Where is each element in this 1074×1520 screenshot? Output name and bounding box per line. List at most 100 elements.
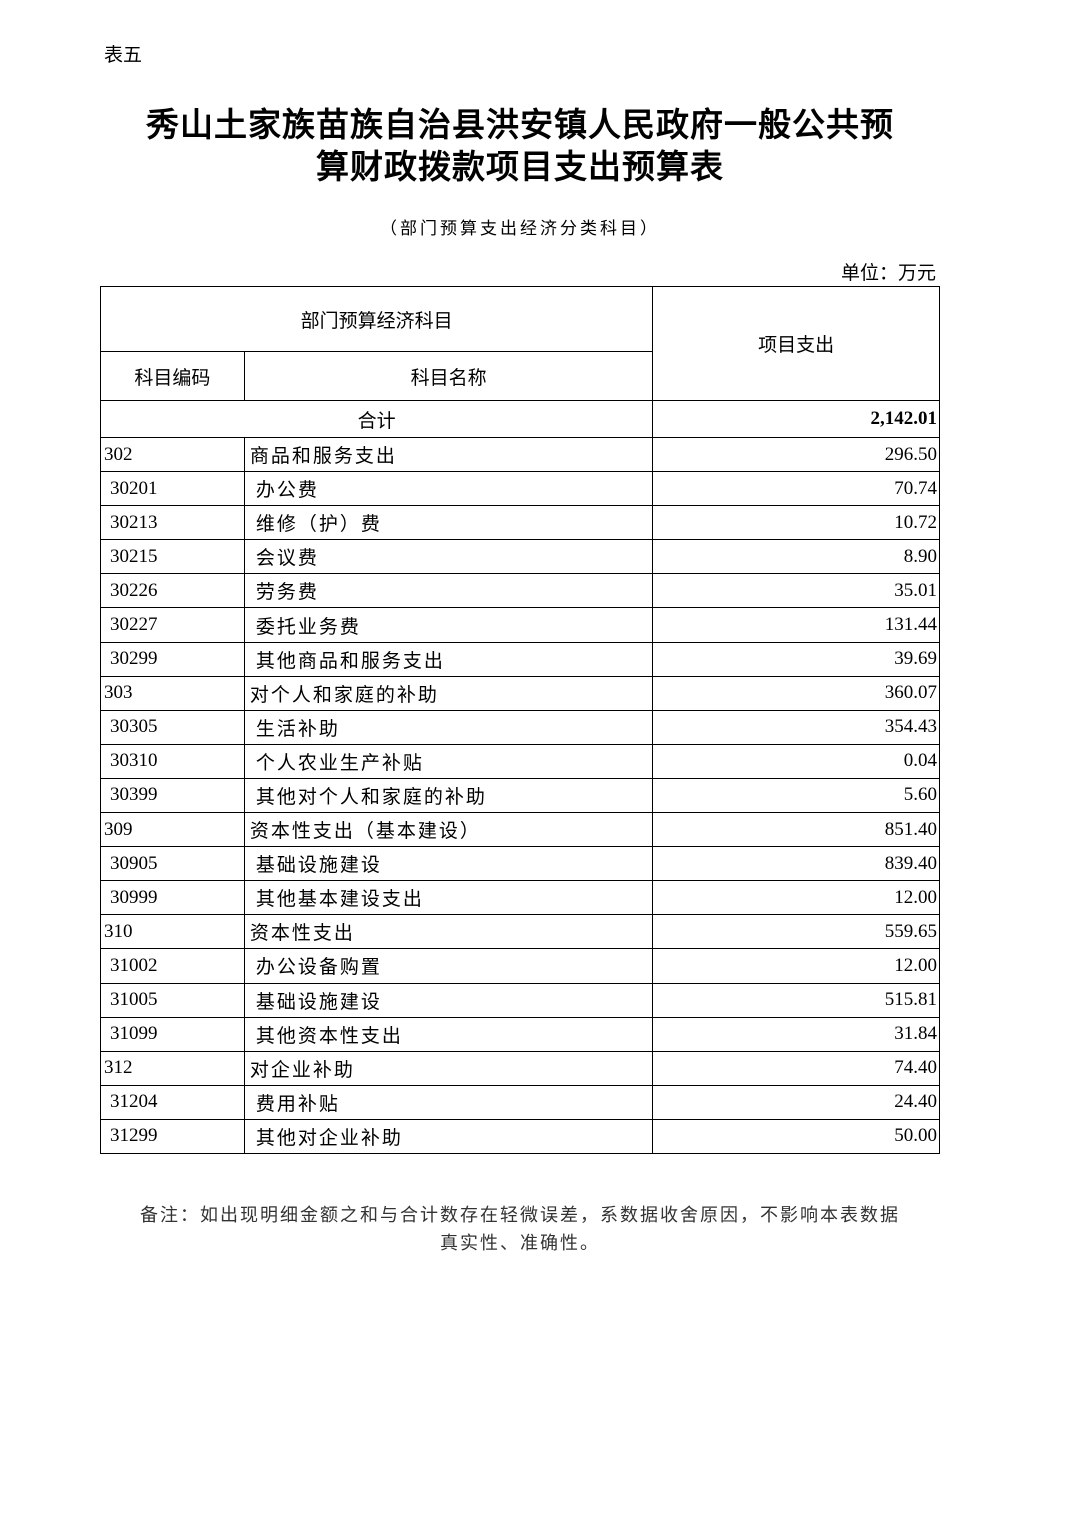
- row-amount: 39.69: [652, 641, 940, 677]
- row-amount: 70.74: [652, 471, 940, 507]
- row-amount: 10.72: [652, 505, 940, 541]
- footnote-line-1: 备注：如出现明细金额之和与合计数存在轻微误差，系数据收舍原因，不影响本表数据: [140, 1205, 900, 1226]
- total-row: 合计 2,142.01: [99, 400, 940, 438]
- table-row: 30226 劳务费 35.01: [100, 573, 940, 609]
- row-code: 31005: [100, 982, 245, 1018]
- table-row: 30905 基础设施建设 839.40: [100, 846, 940, 882]
- row-code: 31002: [100, 948, 245, 984]
- header-code: 科目编码: [100, 351, 245, 401]
- footnote: 备注：如出现明细金额之和与合计数存在轻微误差，系数据收舍原因，不影响本表数据 真…: [100, 1202, 940, 1258]
- row-code: 310: [100, 914, 245, 950]
- row-name: 对企业补助: [243, 1050, 654, 1086]
- footnote-line-2: 真实性、准确性。: [440, 1233, 600, 1254]
- table-row: 30305 生活补助 354.43: [100, 709, 940, 745]
- table-row: 303 对个人和家庭的补助 360.07: [100, 675, 940, 711]
- row-name: 商品和服务支出: [243, 436, 654, 473]
- table-row: 31002 办公设备购置 12.00: [100, 948, 940, 984]
- document-subtitle: （部门预算支出经济分类科目）: [380, 219, 660, 239]
- table-row: 31299 其他对企业补助 50.00: [100, 1118, 940, 1154]
- table-row: 302 商品和服务支出 296.50: [100, 436, 940, 473]
- table-number-label: 表五: [104, 44, 143, 66]
- row-code: 30305: [100, 709, 245, 745]
- table-row: 31204 费用补贴 24.40: [100, 1084, 940, 1120]
- row-amount: 360.07: [652, 675, 940, 711]
- row-code: 303: [100, 675, 245, 711]
- row-amount: 12.00: [652, 948, 940, 984]
- row-name: 其他对个人和家庭的补助: [243, 777, 654, 814]
- row-name: 委托业务费: [243, 607, 654, 643]
- row-amount: 296.50: [652, 436, 940, 473]
- row-code: 30215: [100, 539, 245, 575]
- row-name: 个人农业生产补贴: [243, 743, 654, 779]
- row-code: 31099: [100, 1016, 245, 1052]
- table-row: 30999 其他基本建设支出 12.00: [100, 880, 940, 916]
- row-amount: 31.84: [652, 1016, 940, 1052]
- total-amount: 2,142.01: [652, 400, 940, 438]
- table-row: 312 对企业补助 74.40: [100, 1050, 940, 1086]
- budget-table: 部门预算经济科目 项目支出 科目编码 科目名称 合计 2,142.01 302 商…: [99, 286, 940, 1154]
- row-code: 30227: [100, 607, 245, 643]
- row-name: 基础设施建设: [243, 846, 654, 882]
- row-name: 其他基本建设支出: [243, 880, 654, 916]
- row-name: 资本性支出: [243, 914, 654, 950]
- table-row: 31005 基础设施建设 515.81: [100, 982, 940, 1018]
- table-row: 30310 个人农业生产补贴 0.04: [100, 743, 940, 779]
- table-row: 31099 其他资本性支出 31.84: [100, 1016, 940, 1052]
- row-amount: 131.44: [652, 607, 940, 643]
- row-name: 基础设施建设: [243, 982, 654, 1018]
- row-amount: 24.40: [652, 1084, 940, 1120]
- row-amount: 515.81: [652, 982, 940, 1018]
- row-name: 会议费: [243, 539, 654, 575]
- table-row: 30227 委托业务费 131.44: [100, 607, 940, 643]
- row-code: 309: [100, 812, 245, 848]
- unit-label: 单位：万元: [840, 262, 936, 284]
- row-code: 312: [100, 1050, 245, 1086]
- row-amount: 839.40: [652, 846, 940, 882]
- row-amount: 354.43: [652, 709, 940, 745]
- row-amount: 50.00: [652, 1118, 940, 1154]
- table-row: 30215 会议费 8.90: [100, 539, 940, 575]
- row-name: 生活补助: [243, 709, 654, 745]
- row-code: 31299: [100, 1118, 245, 1154]
- row-name: 其他商品和服务支出: [243, 641, 654, 677]
- table-row: 30213 维修（护）费 10.72: [100, 505, 940, 541]
- row-code: 30905: [100, 846, 245, 882]
- header-group: 部门预算经济科目: [99, 286, 654, 352]
- row-code: 30999: [100, 880, 245, 916]
- row-name: 维修（护）费: [243, 505, 654, 541]
- title-line-1: 秀山土家族苗族自治县洪安镇人民政府一般公共预: [146, 105, 894, 144]
- table-row: 309 资本性支出（基本建设） 851.40: [100, 812, 940, 848]
- row-amount: 5.60: [652, 777, 940, 814]
- header-amount: 项目支出: [652, 286, 940, 401]
- table-row: 30299 其他商品和服务支出 39.69: [100, 641, 940, 677]
- total-label: 合计: [99, 400, 654, 438]
- row-name: 费用补贴: [243, 1084, 654, 1120]
- row-name: 办公费: [243, 471, 654, 507]
- row-code: 30226: [100, 573, 245, 609]
- table-row: 30399 其他对个人和家庭的补助 5.60: [100, 777, 940, 814]
- header-name: 科目名称: [243, 351, 654, 401]
- row-name: 其他对企业补助: [243, 1118, 654, 1154]
- row-code: 30213: [100, 505, 245, 541]
- row-amount: 559.65: [652, 914, 940, 950]
- row-amount: 0.04: [652, 743, 940, 779]
- row-code: 30310: [100, 743, 245, 779]
- row-name: 劳务费: [243, 573, 654, 609]
- row-code: 302: [100, 436, 245, 473]
- row-code: 30399: [100, 777, 245, 814]
- row-amount: 74.40: [652, 1050, 940, 1086]
- title-line-2: 算财政拨款项目支出预算表: [316, 147, 724, 186]
- row-amount: 12.00: [652, 880, 940, 916]
- table-row: 310 资本性支出 559.65: [100, 914, 940, 950]
- row-amount: 8.90: [652, 539, 940, 575]
- table-row: 30201 办公费 70.74: [100, 471, 940, 507]
- row-amount: 851.40: [652, 812, 940, 848]
- row-name: 办公设备购置: [243, 948, 654, 984]
- row-name: 对个人和家庭的补助: [243, 675, 654, 711]
- row-name: 资本性支出（基本建设）: [243, 812, 654, 848]
- row-amount: 35.01: [652, 573, 940, 609]
- document-title: 秀山土家族苗族自治县洪安镇人民政府一般公共预 算财政拨款项目支出预算表: [100, 104, 940, 188]
- row-code: 30201: [100, 471, 245, 507]
- row-code: 31204: [100, 1084, 245, 1120]
